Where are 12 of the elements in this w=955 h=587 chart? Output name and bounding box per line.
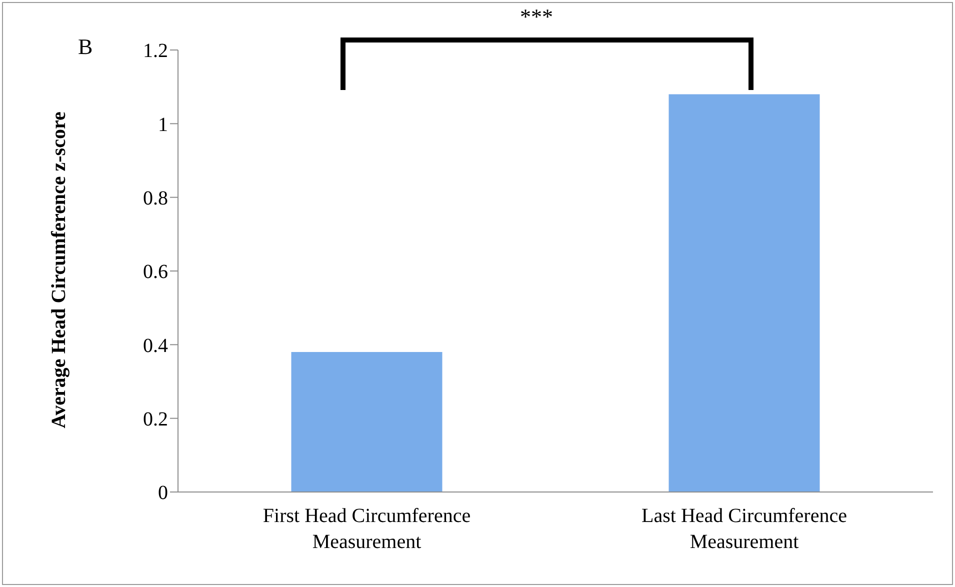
y-tick-label: 0.6	[143, 261, 168, 284]
x-tick-label: First Head Circumference Measurement	[262, 505, 471, 553]
x-tick-label: Last Head Circumference Measurement	[642, 505, 848, 553]
y-tick-label: 1.2	[143, 40, 168, 62]
y-axis-title: Average Head Circumference z-score	[47, 110, 71, 430]
text: ***	[520, 4, 553, 30]
y-tick-label: 0.4	[143, 334, 168, 357]
y-tick-label: 0.8	[143, 187, 168, 210]
y-tick-label: 0.2	[143, 408, 168, 430]
y-tick-label: 0	[158, 482, 168, 504]
y-tick-label: 1	[158, 114, 168, 136]
text: B	[78, 34, 93, 60]
